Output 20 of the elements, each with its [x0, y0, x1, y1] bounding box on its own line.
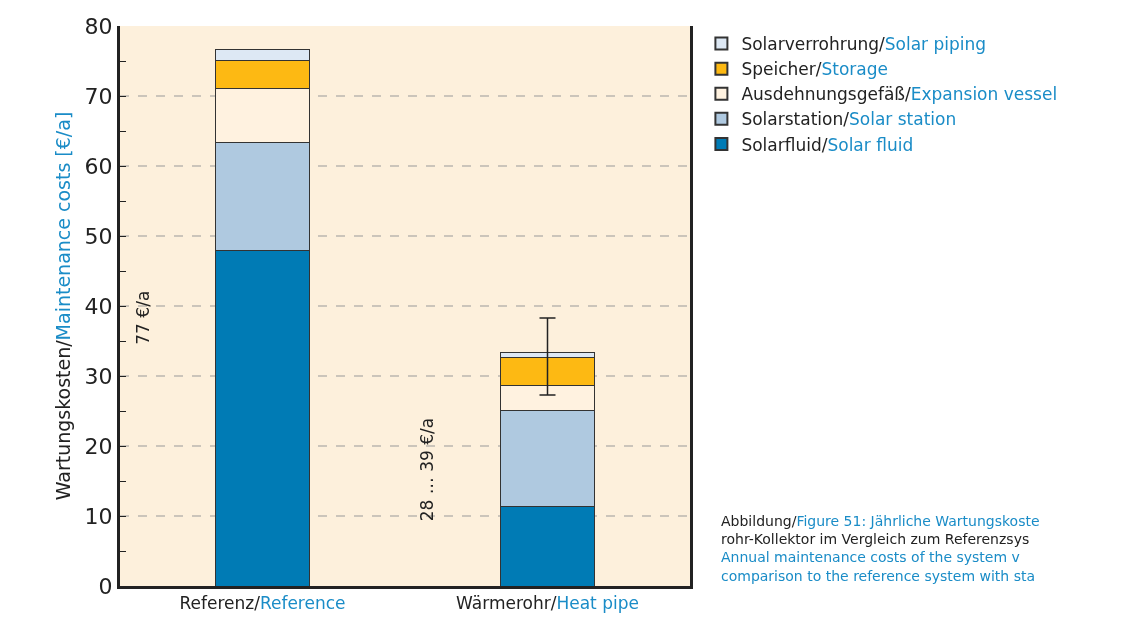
y-tick-label: 70 [84, 83, 113, 109]
annotation: 28 … 39 €/a [417, 417, 438, 522]
text: Abbildung/Figure 51: Jährliche Wartungskoste rohr-Kollektor im Vergleich zum Referenzsys Annual maintenance costs of the system v comparison to the reference system with sta [721, 513, 1040, 584]
y-tick-label: 50 [84, 223, 113, 249]
legend-label: Solarfluid/Solar fluid [741, 134, 914, 155]
y-tick-label: 0 [98, 573, 113, 599]
x-tick-label: Wärmerohr/Heat pipe [456, 593, 639, 614]
y-tick-label: 20 [84, 433, 113, 459]
y-tick-label: 10 [84, 503, 113, 529]
legend-label: Speicher/Storage [741, 59, 888, 80]
y-tick-label: 60 [84, 153, 113, 179]
y-tick-label: 40 [84, 293, 113, 319]
y-tick-label: 30 [84, 363, 113, 389]
y-tick-label: 80 [84, 13, 113, 39]
y-axis-title: Wartungskosten/Maintenance costs [€/a] [52, 111, 74, 501]
x-tick-label: Referenz/Reference [179, 593, 346, 614]
legend-label: Solarstation/Solar station [741, 109, 957, 130]
legend-label: Solarverrohrung/Solar piping [741, 34, 987, 55]
legend-label: Ausdehnungsgefäß/Expansion vessel [741, 84, 1058, 105]
annotation: 77 €/a [132, 290, 153, 345]
